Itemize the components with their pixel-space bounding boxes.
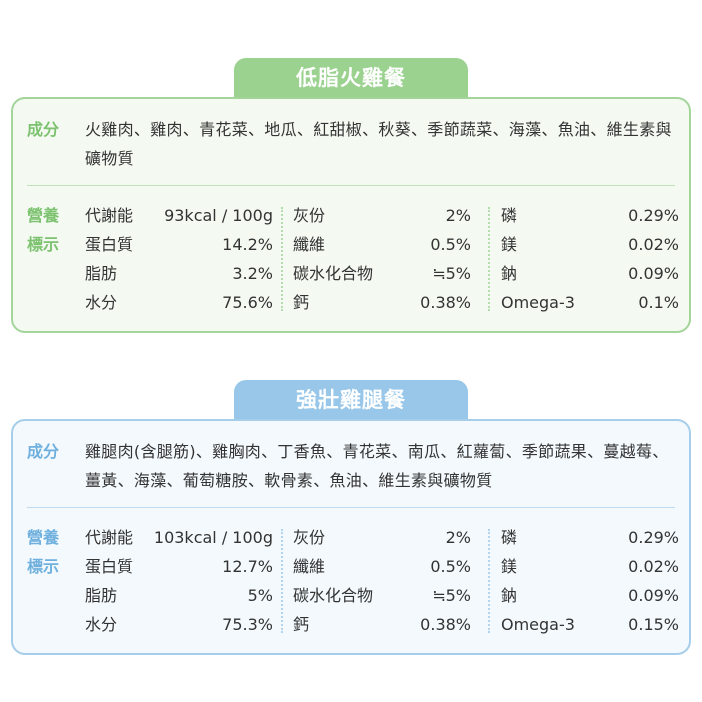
nutrient-value: 0.29% [628, 206, 679, 225]
nutrient-row: 碳水化合物 ≒5% [293, 259, 471, 288]
nutrition-label-line: 營養 [27, 528, 60, 547]
nutrient-row: 鎂 0.02% [501, 552, 679, 581]
nutrient-name: 蛋白質 [85, 557, 134, 576]
nutrient-value: 0.1% [638, 293, 679, 312]
nutrient-name: 鈣 [293, 615, 310, 634]
ingredients-label: 成分 [27, 120, 60, 139]
nutrient-name: 灰份 [293, 528, 326, 547]
nutrient-value: 103kcal / 100g [153, 528, 273, 547]
nutrient-row: 脂肪 5% [85, 581, 273, 610]
nutrient-name: 碳水化合物 [293, 586, 374, 605]
nutrition-card: 成分 火雞肉、雞肉、青花菜、地瓜、紅甜椒、秋葵、季節蔬菜、海藻、魚油、維生素與礦… [11, 97, 691, 333]
nutrient-value: 2% [445, 528, 471, 547]
nutrient-name: 鈉 [501, 586, 518, 605]
nutrient-value: 0.02% [628, 557, 679, 576]
nutrient-name: 水分 [85, 615, 118, 634]
nutrient-name: 脂肪 [85, 264, 118, 283]
nutrient-row: 水分 75.6% [85, 288, 273, 317]
column-separator [488, 529, 490, 633]
nutrient-value: 2% [445, 206, 471, 225]
nutrient-row: 磷 0.29% [501, 523, 679, 552]
nutrient-row: 代謝能 93kcal / 100g [85, 201, 273, 230]
ingredients-label: 成分 [27, 442, 60, 461]
section-divider [27, 185, 675, 186]
nutrient-row: 鈉 0.09% [501, 259, 679, 288]
nutrient-value: ≒5% [432, 586, 471, 605]
nutrient-name: 鈉 [501, 264, 518, 283]
nutrient-name: 纖維 [293, 557, 326, 576]
nutrient-value: 0.09% [628, 264, 679, 283]
nutrient-value: 0.38% [420, 293, 471, 312]
nutrient-value: 5% [247, 586, 273, 605]
nutrition-column: 磷 0.29% 鎂 0.02% 鈉 0.09% Omega-3 0.15% [501, 523, 679, 639]
nutrient-name: 鈣 [293, 293, 310, 312]
nutrient-row: 脂肪 3.2% [85, 259, 273, 288]
column-separator [281, 207, 283, 311]
nutrient-name: 磷 [501, 528, 518, 547]
nutrient-name: 脂肪 [85, 586, 118, 605]
nutrient-value: 0.09% [628, 586, 679, 605]
nutrient-row: Omega-3 0.15% [501, 610, 679, 639]
nutrient-name: 碳水化合物 [293, 264, 374, 283]
nutrient-row: 磷 0.29% [501, 201, 679, 230]
card-title-tab: 強壯雞腿餐 [234, 380, 468, 420]
nutrient-row: 鎂 0.02% [501, 230, 679, 259]
nutrition-label: 營養 標示 [27, 523, 71, 581]
ingredients-text: 雞腿肉(含腿筋)、雞胸肉、丁香魚、青花菜、南瓜、紅蘿蔔、季節蔬果、蔓越莓、薑黃、… [85, 442, 669, 490]
nutrient-name: 蛋白質 [85, 235, 134, 254]
nutrient-name: 代謝能 [85, 528, 134, 547]
nutrient-value: 0.29% [628, 528, 679, 547]
nutrient-value: 0.02% [628, 235, 679, 254]
nutrient-row: 鈣 0.38% [293, 288, 471, 317]
nutrition-column: 灰份 2% 纖維 0.5% 碳水化合物 ≒5% 鈣 0.38% [293, 201, 471, 317]
nutrient-value: 0.5% [430, 557, 471, 576]
nutrient-value: 14.2% [222, 235, 273, 254]
nutrient-row: 灰份 2% [293, 523, 471, 552]
nutrient-row: 碳水化合物 ≒5% [293, 581, 471, 610]
nutrient-name: 鎂 [501, 557, 518, 576]
section-divider [27, 507, 675, 508]
nutrient-row: 纖維 0.5% [293, 552, 471, 581]
nutrient-value: 0.5% [430, 235, 471, 254]
nutrient-name: 纖維 [293, 235, 326, 254]
nutrient-name: 代謝能 [85, 206, 134, 225]
ingredients-text: 火雞肉、雞肉、青花菜、地瓜、紅甜椒、秋葵、季節蔬菜、海藻、魚油、維生素與礦物質 [85, 120, 672, 168]
nutrition-label-line: 標示 [27, 235, 60, 254]
nutrient-row: 蛋白質 14.2% [85, 230, 273, 259]
nutrition-card: 成分 雞腿肉(含腿筋)、雞胸肉、丁香魚、青花菜、南瓜、紅蘿蔔、季節蔬果、蔓越莓、… [11, 419, 691, 655]
nutrient-value: 12.7% [222, 557, 273, 576]
nutrition-label: 營養 標示 [27, 201, 71, 259]
nutrient-name: 磷 [501, 206, 518, 225]
nutrient-value: 0.38% [420, 615, 471, 634]
card-title-tab: 低脂火雞餐 [234, 58, 468, 98]
nutrient-name: Omega-3 [501, 615, 575, 634]
nutrient-row: 灰份 2% [293, 201, 471, 230]
nutrition-label-line: 營養 [27, 206, 60, 225]
nutrient-name: 灰份 [293, 206, 326, 225]
nutrient-row: 鈣 0.38% [293, 610, 471, 639]
nutrient-value: 93kcal / 100g [164, 206, 273, 225]
column-separator [488, 207, 490, 311]
column-separator [281, 529, 283, 633]
nutrient-row: 代謝能 103kcal / 100g [85, 523, 273, 552]
nutrition-label-line: 標示 [27, 557, 60, 576]
nutrient-row: 蛋白質 12.7% [85, 552, 273, 581]
nutrient-value: 75.6% [222, 293, 273, 312]
nutrient-value: ≒5% [432, 264, 471, 283]
nutrition-column: 灰份 2% 纖維 0.5% 碳水化合物 ≒5% 鈣 0.38% [293, 523, 471, 639]
nutrient-value: 3.2% [232, 264, 273, 283]
nutrient-row: Omega-3 0.1% [501, 288, 679, 317]
nutrition-column: 代謝能 103kcal / 100g 蛋白質 12.7% 脂肪 5% 水分 75.3% [85, 523, 273, 639]
nutrient-row: 鈉 0.09% [501, 581, 679, 610]
nutrition-column: 代謝能 93kcal / 100g 蛋白質 14.2% 脂肪 3.2% 水分 75.6% [85, 201, 273, 317]
nutrient-name: Omega-3 [501, 293, 575, 312]
nutrient-row: 水分 75.3% [85, 610, 273, 639]
nutrient-value: 0.15% [628, 615, 679, 634]
nutrient-name: 鎂 [501, 235, 518, 254]
nutrient-name: 水分 [85, 293, 118, 312]
nutrient-value: 75.3% [222, 615, 273, 634]
nutrition-column: 磷 0.29% 鎂 0.02% 鈉 0.09% Omega-3 0.1% [501, 201, 679, 317]
nutrient-row: 纖維 0.5% [293, 230, 471, 259]
